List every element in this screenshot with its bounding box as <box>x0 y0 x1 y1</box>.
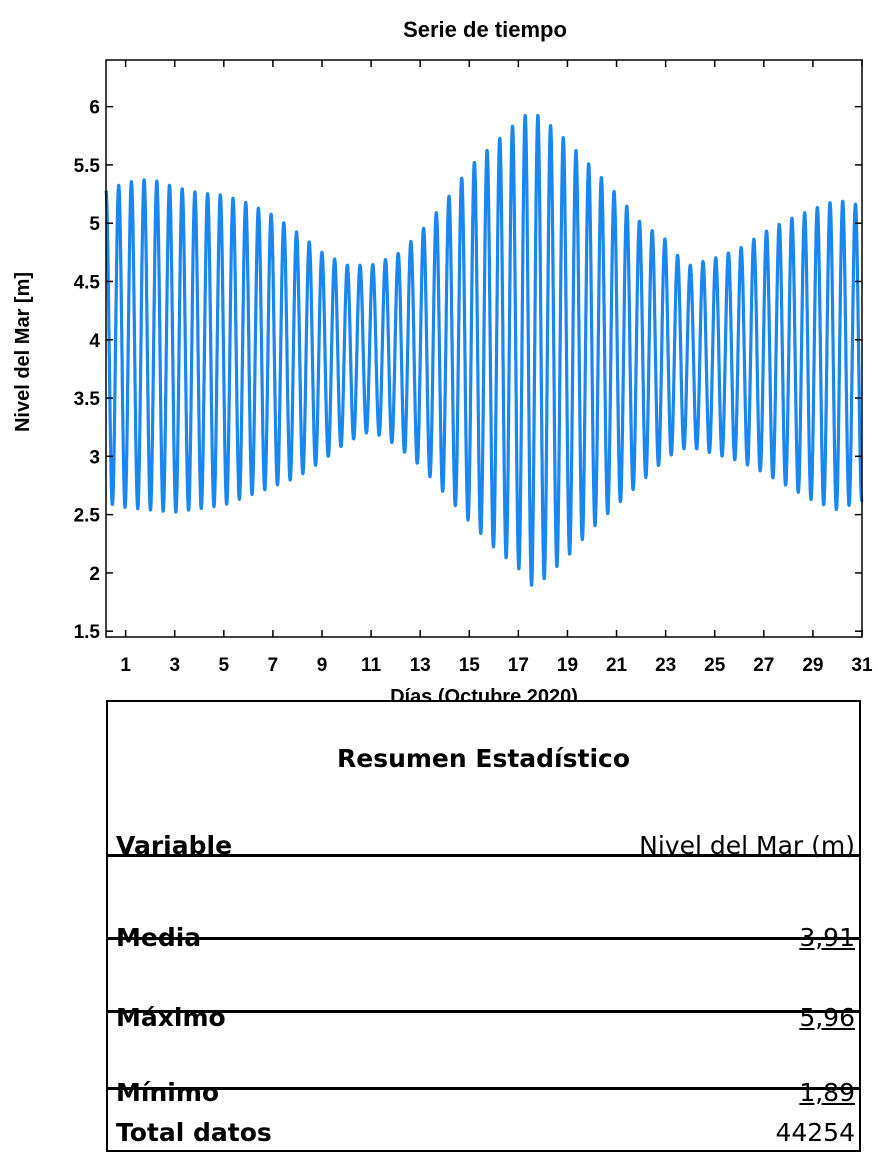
stats-label-total: Total datos <box>116 1118 272 1147</box>
y-tick-label: 5.5 <box>74 156 101 177</box>
sea-level-series-line <box>104 113 864 587</box>
stats-value-maximo: 5,96 <box>799 1003 855 1032</box>
x-tick-label: 25 <box>704 655 726 676</box>
y-tick-label: 6 <box>89 98 100 119</box>
y-tick-label: 2.5 <box>74 506 101 527</box>
time-series-chart: Serie de tiempo Nivel del Mar [m] 1.5 2 2.… <box>12 17 873 700</box>
y-tick-label: 4.5 <box>74 272 101 293</box>
stats-row-total: Total datos 44254 <box>116 1107 855 1147</box>
x-tick-label: 11 <box>361 655 382 676</box>
y-tick-label: 2 <box>89 564 100 585</box>
stats-row-maximo: Máximo 5,96 <box>116 992 855 1032</box>
x-tick-label: 31 <box>851 655 873 676</box>
y-tick-label: 4 <box>89 331 100 352</box>
stats-label-maximo: Máximo <box>116 1003 226 1032</box>
x-tick-label: 7 <box>268 655 279 676</box>
stats-row-minimo: Mínimo 1,89 <box>116 1067 855 1107</box>
stats-value-minimo: 1,89 <box>799 1078 855 1107</box>
stats-value-total: 44254 <box>775 1118 855 1147</box>
x-tick-label: 21 <box>606 655 628 676</box>
axis-layer: 1.522.533.544.555.561 3 5 7 9 11 13 15 17 19 21 23 2… <box>74 60 873 700</box>
x-axis-title: Días (Octubre 2020) <box>390 686 578 700</box>
x-tick-label: 15 <box>459 655 481 676</box>
x-tick-label: 9 <box>317 655 328 676</box>
stats-divider <box>108 937 859 940</box>
stats-divider <box>108 1010 859 1013</box>
x-tick-label: 1 <box>120 655 131 676</box>
stats-divider <box>108 1087 859 1090</box>
stats-divider <box>108 854 859 857</box>
plot-frame <box>105 59 863 638</box>
y-axis-title: Nivel del Mar [m] <box>12 272 34 432</box>
y-tick-label: 3.5 <box>74 389 101 410</box>
stats-summary-table: Resumen Estadístico Variable Nivel del M… <box>106 700 861 1152</box>
chart-title: Serie de tiempo <box>403 17 567 42</box>
y-tick-label: 3 <box>89 447 100 468</box>
x-tick-label: 19 <box>557 655 578 676</box>
x-tick-label: 5 <box>219 655 230 676</box>
y-tick-label: 1.5 <box>74 622 101 643</box>
plot-layer <box>104 113 864 587</box>
x-tick-label: 13 <box>410 655 431 676</box>
stats-label-minimo: Mínimo <box>116 1078 220 1107</box>
x-tick-label: 3 <box>169 655 180 676</box>
x-tick-label: 27 <box>753 655 774 676</box>
x-tick-label: 23 <box>655 655 676 676</box>
stats-heading: Resumen Estadístico <box>336 744 631 773</box>
y-tick-label: 5 <box>89 214 100 235</box>
stats-row-media: Media 3,91 <box>116 912 855 952</box>
x-tick-label: 29 <box>802 655 823 676</box>
x-tick-label: 17 <box>508 655 529 676</box>
